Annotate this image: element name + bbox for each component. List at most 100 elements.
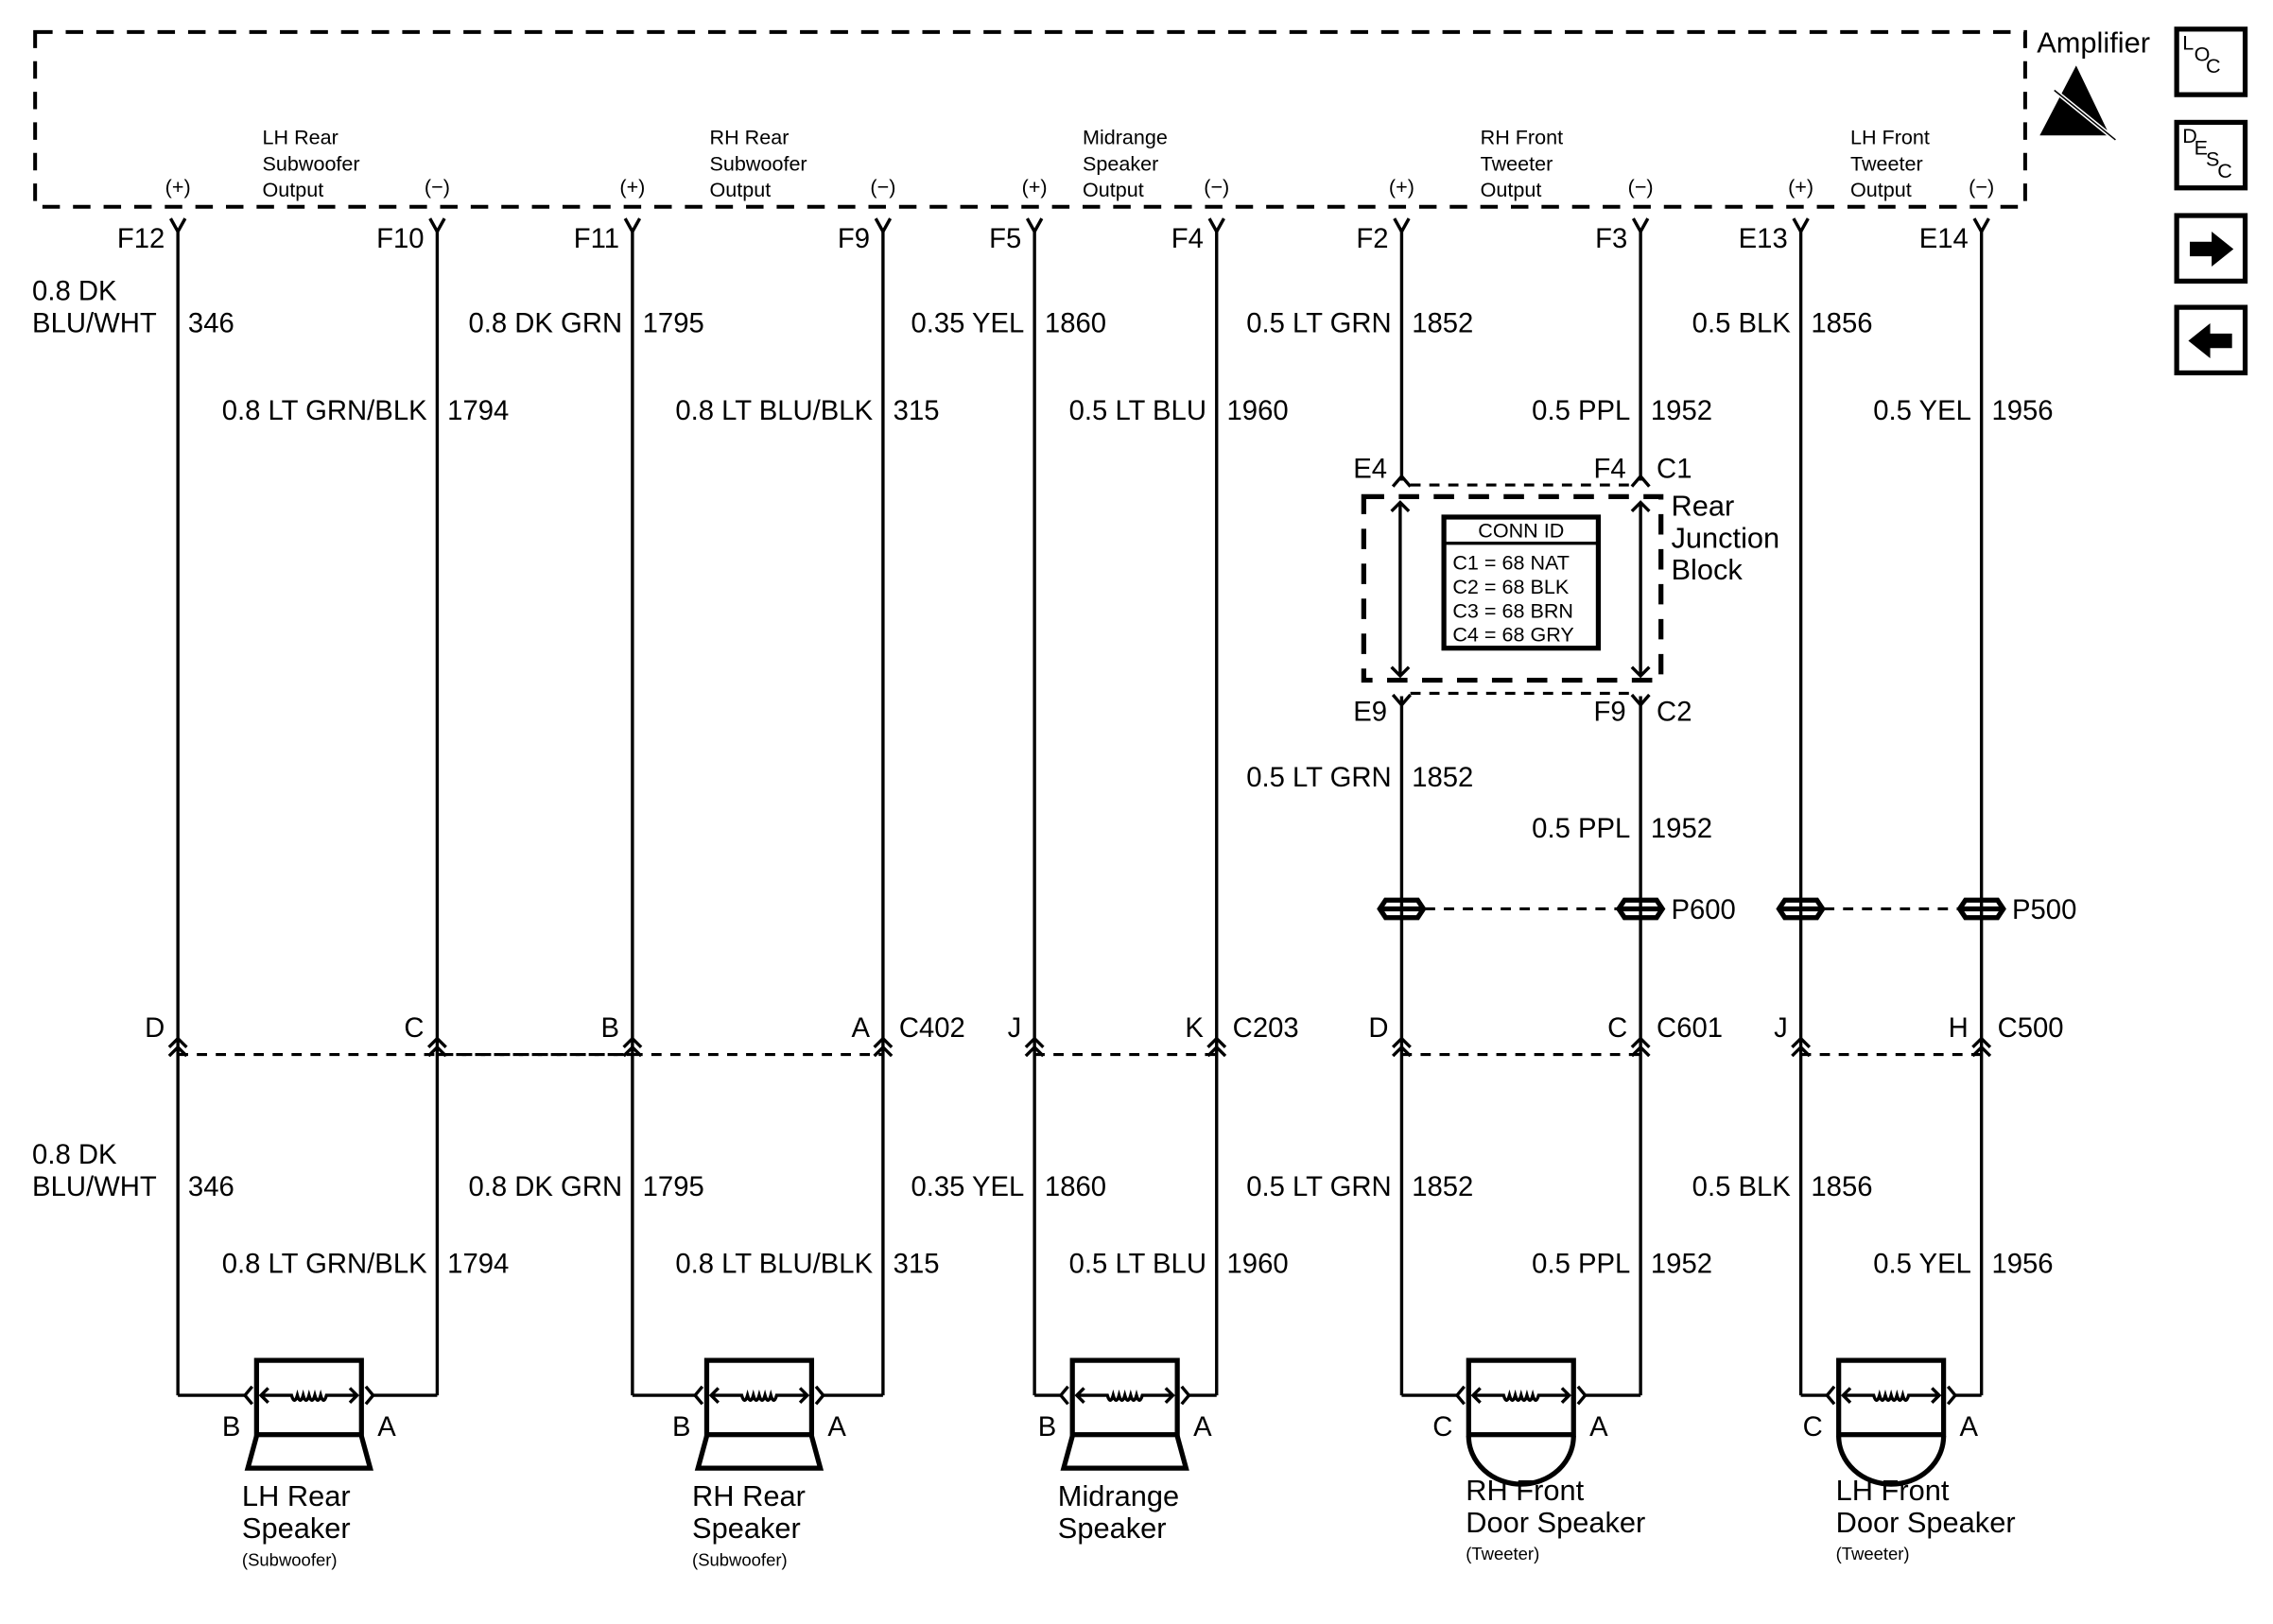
wire-color-label: 0.5 BLK <box>1692 308 1792 338</box>
polarity-label: (−) <box>1204 175 1229 199</box>
arrow-left-icon <box>2188 323 2232 359</box>
tweeter-dome-icon <box>1466 1436 1576 1487</box>
speaker-body <box>1069 1357 1180 1438</box>
connector-pin-label: D <box>145 1013 165 1044</box>
amp-pin-label: F3 <box>1595 224 1627 254</box>
amp-connector-terminal <box>1393 217 1411 235</box>
connector-pin-label: J <box>1008 1013 1022 1044</box>
polarity-label: (−) <box>1628 175 1654 199</box>
speaker-body <box>1466 1357 1576 1438</box>
polarity-label: (+) <box>165 175 191 199</box>
wire-color-label: 0.5 LT BLU <box>1069 396 1206 426</box>
junction-terminal <box>1391 474 1412 488</box>
prev-button-frame[interactable] <box>2174 304 2248 376</box>
amp-output-label: Subwoofer <box>263 151 360 175</box>
polarity-label: (+) <box>1389 175 1414 199</box>
amp-connector-terminal <box>168 217 187 235</box>
polarity-label: (+) <box>1788 175 1813 199</box>
wire-color-label: 0.8 DK <box>32 276 117 306</box>
splice-pack-icon <box>1377 897 1427 921</box>
wire-color-label: 0.5 PPL <box>1532 814 1630 844</box>
speaker-body <box>253 1357 364 1438</box>
amp-output-label: Speaker <box>1083 151 1158 175</box>
prev-button[interactable] <box>2174 304 2248 376</box>
connector-id-label: C601 <box>1657 1013 1723 1044</box>
splice-id-label: P500 <box>2012 895 2076 925</box>
amp-connector-terminal <box>1025 217 1044 235</box>
connector-pin-label: H <box>1949 1013 1969 1044</box>
junction-terminal <box>1630 474 1651 488</box>
polarity-label: (−) <box>425 175 450 199</box>
speaker-4 <box>1836 1357 1947 1438</box>
amp-pin-label: F11 <box>574 224 619 254</box>
button-letter: C <box>2206 54 2221 78</box>
wire-color-label: 0.8 LT GRN/BLK <box>222 1250 427 1280</box>
junction-connector-label: C2 <box>1657 698 1692 728</box>
speaker-name: Speaker <box>242 1512 351 1545</box>
circuit-number: 1794 <box>447 396 509 426</box>
speaker-name: Midrange <box>1058 1479 1179 1512</box>
wire-color-label: 0.5 BLK <box>1692 1172 1792 1202</box>
amp-connector-terminal <box>1972 217 1990 235</box>
circuit-number: 1956 <box>1991 1250 2053 1280</box>
rear-junction-block-outline <box>1361 493 1664 683</box>
speaker-body <box>703 1357 815 1438</box>
speaker-terminal <box>1576 1385 1588 1406</box>
amp-connector-terminal <box>1631 217 1650 235</box>
connector-id-label: C402 <box>899 1013 965 1044</box>
speaker-name: LH Front <box>1836 1474 1950 1507</box>
connector-id-label: C500 <box>1998 1013 2064 1044</box>
loc-button[interactable]: L OC <box>2174 26 2248 97</box>
speaker-pin-label: A <box>1960 1412 1979 1443</box>
speaker-terminal <box>1454 1385 1466 1406</box>
circuit-number: 1852 <box>1412 308 1473 338</box>
circuit-number: 1952 <box>1651 396 1712 426</box>
tweeter-dome-icon <box>1836 1436 1947 1487</box>
speaker-type-note: (Tweeter) <box>1836 1544 1910 1564</box>
conn-id-table <box>1441 514 1602 651</box>
speaker-terminal <box>1180 1385 1191 1406</box>
voice-coil-icon <box>1840 1387 1942 1404</box>
amp-pin-label: F2 <box>1356 224 1388 254</box>
speaker-body <box>1836 1357 1947 1438</box>
amp-output-label: Output <box>710 178 772 201</box>
loc-button-frame[interactable] <box>2174 26 2248 97</box>
circuit-number: 1852 <box>1412 1172 1473 1202</box>
amp-output-label: Midrange <box>1083 126 1168 149</box>
wire-color-label: 0.8 LT BLU/BLK <box>675 396 873 426</box>
amp-pin-label: F10 <box>376 224 424 254</box>
conn-id-title: CONN ID <box>1478 519 1564 543</box>
speaker-pin-label: A <box>377 1412 396 1443</box>
next-button[interactable] <box>2174 213 2248 284</box>
desc-button-frame[interactable] <box>2174 119 2248 191</box>
speaker-terminal <box>814 1385 825 1406</box>
amp-output-label: Output <box>263 178 324 201</box>
wire-color-label: 0.5 LT GRN <box>1246 1172 1391 1202</box>
connector-pin-label: C <box>1607 1013 1627 1044</box>
circuit-number: 1794 <box>447 1250 509 1280</box>
amp-connector-terminal <box>1792 217 1810 235</box>
wire-color-label: 0.35 YEL <box>911 308 1024 338</box>
circuit-number: 1860 <box>1045 1172 1106 1202</box>
conn-id-row: C1 = 68 NAT <box>1452 550 1570 574</box>
speaker-1 <box>703 1357 815 1438</box>
circuit-number: 315 <box>894 1250 940 1280</box>
wire-color-label: 0.5 YEL <box>1873 1250 1971 1280</box>
amp-pin-label: E13 <box>1739 224 1788 254</box>
junction-connector-label: C1 <box>1657 454 1692 484</box>
speaker-name: Door Speaker <box>1466 1506 1645 1539</box>
voice-coil-icon <box>258 1387 360 1404</box>
amp-connector-terminal <box>1207 217 1225 235</box>
speaker-terminal <box>692 1385 704 1406</box>
wire-color-label: BLU/WHT <box>32 1172 157 1202</box>
voice-coil-icon <box>1074 1387 1175 1404</box>
wire-color-label: 0.8 LT GRN/BLK <box>222 396 427 426</box>
wire-color-label: 0.5 LT BLU <box>1069 1250 1206 1280</box>
speaker-pin-label: C <box>1803 1412 1823 1443</box>
arrow-icon <box>1390 500 1411 679</box>
wire-color-label: 0.5 LT GRN <box>1246 308 1391 338</box>
circuit-number: 1856 <box>1811 308 1872 338</box>
amp-pin-label: F9 <box>838 224 870 254</box>
next-button-frame[interactable] <box>2174 213 2248 284</box>
